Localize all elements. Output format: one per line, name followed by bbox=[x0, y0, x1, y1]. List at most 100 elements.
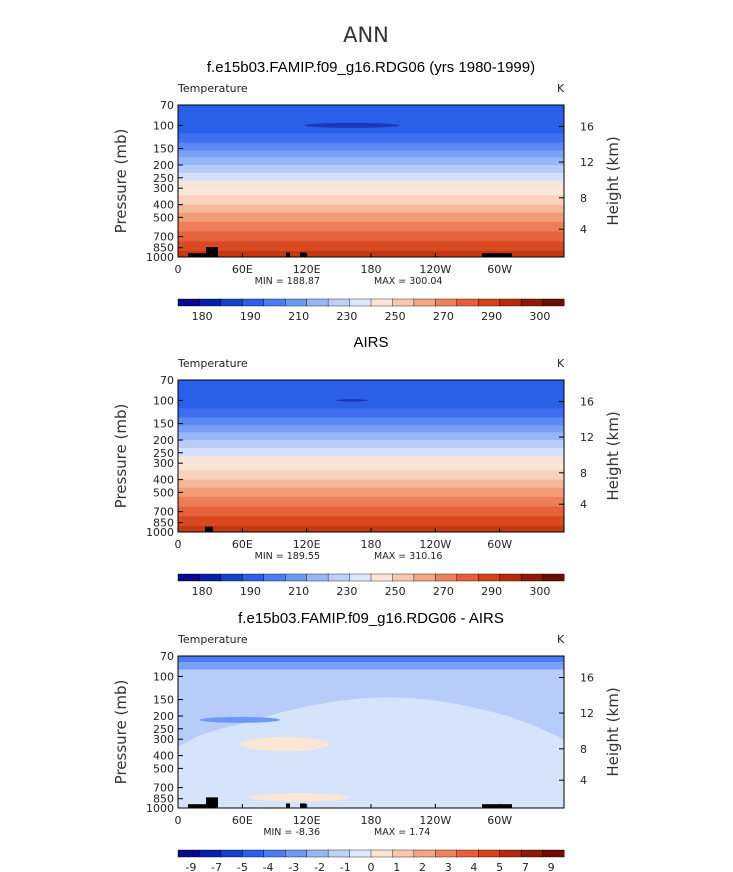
contour-band bbox=[178, 417, 564, 426]
contour-band bbox=[178, 463, 564, 471]
y-tick-label: 700 bbox=[153, 782, 174, 795]
y-tick-label: 70 bbox=[160, 99, 174, 112]
contour-band bbox=[178, 105, 564, 120]
colorbar-swatch bbox=[242, 298, 265, 307]
y-tick-label: 200 bbox=[153, 434, 174, 447]
variable-label: Temperature bbox=[177, 633, 248, 646]
colorbar-swatch bbox=[263, 849, 286, 858]
y-right-axis-title: Height (km) bbox=[604, 411, 622, 500]
x-tick-label: 0 bbox=[175, 538, 182, 551]
colorbar-label: 230 bbox=[336, 310, 357, 323]
colorbar-swatch bbox=[220, 298, 243, 307]
x-tick-label: 180 bbox=[361, 538, 382, 551]
y-right-tick-label: 12 bbox=[580, 156, 594, 169]
contour-band bbox=[178, 394, 564, 409]
colorbar-swatch bbox=[370, 573, 393, 582]
colorbar-swatch bbox=[306, 298, 329, 307]
colorbar-swatch bbox=[478, 298, 501, 307]
max-label: MAX = 300.04 bbox=[374, 276, 442, 287]
colorbar-swatch bbox=[327, 849, 351, 858]
y-tick-label: 200 bbox=[153, 159, 174, 172]
y-tick-label: 500 bbox=[153, 762, 174, 775]
colorbar-swatch bbox=[392, 573, 415, 582]
contour-band bbox=[240, 737, 330, 752]
colorbar-label: 190 bbox=[240, 310, 261, 323]
colorbar-swatch bbox=[499, 298, 522, 307]
y-axis-title: Pressure (mb) bbox=[112, 129, 130, 234]
contour-band bbox=[178, 440, 564, 449]
colorbar-swatch bbox=[435, 298, 458, 307]
y-tick-label: 70 bbox=[160, 650, 174, 663]
contour-band bbox=[178, 662, 564, 670]
contour-band bbox=[178, 212, 564, 223]
y-tick-label: 700 bbox=[153, 231, 174, 244]
colorbar-swatch bbox=[456, 573, 479, 582]
x-tick-label: 180 bbox=[361, 263, 382, 276]
y-tick-label: 70 bbox=[160, 374, 174, 387]
contour-band bbox=[178, 479, 564, 489]
y-tick-label: 1000 bbox=[146, 802, 174, 815]
topography bbox=[482, 253, 512, 257]
colorbar-swatch bbox=[542, 573, 565, 582]
y-tick-label: 400 bbox=[153, 199, 174, 212]
topography bbox=[300, 803, 306, 808]
colorbar-label: 1 bbox=[393, 861, 400, 872]
contour-band bbox=[178, 425, 564, 433]
y-axis-title: Pressure (mb) bbox=[112, 680, 130, 785]
y-tick-label: 1000 bbox=[146, 251, 174, 264]
x-tick-label: 0 bbox=[175, 814, 182, 827]
colorbar-swatch bbox=[285, 849, 308, 858]
colorbar-swatch bbox=[263, 298, 286, 307]
colorbar-swatch bbox=[177, 573, 200, 582]
colorbar-swatch bbox=[199, 573, 222, 582]
y-tick-label: 100 bbox=[153, 670, 174, 683]
contour-band bbox=[178, 487, 564, 498]
cold-contour bbox=[336, 399, 368, 402]
colorbar-swatch bbox=[177, 298, 200, 307]
colorbar-label: -9 bbox=[185, 861, 196, 872]
colorbar-label: 250 bbox=[385, 310, 406, 323]
x-tick-label: 180 bbox=[361, 814, 382, 827]
contour-band bbox=[178, 456, 564, 464]
contour-band bbox=[200, 716, 280, 723]
max-label: MAX = 310.16 bbox=[374, 551, 442, 562]
colorbar-swatch bbox=[520, 849, 544, 858]
contour-band bbox=[178, 150, 564, 158]
colorbar-swatch bbox=[263, 573, 286, 582]
max-label: MAX = 1.74 bbox=[374, 827, 430, 838]
colorbar-swatch bbox=[435, 573, 458, 582]
y-right-tick-label: 16 bbox=[580, 396, 594, 409]
x-tick-label: 120E bbox=[293, 263, 321, 276]
colorbar-label: -3 bbox=[288, 861, 299, 872]
panel-title: f.e15b03.FAMIP.f09_g16.RDG06 (yrs 1980-1… bbox=[207, 59, 535, 76]
contour-band bbox=[178, 447, 564, 457]
colorbar-label: 270 bbox=[433, 310, 454, 323]
colorbar-swatch bbox=[456, 298, 479, 307]
contour-band bbox=[178, 656, 564, 663]
min-label: MIN = 189.55 bbox=[255, 551, 320, 562]
topography bbox=[286, 252, 290, 257]
colorbar-swatch bbox=[242, 849, 265, 858]
colorbar-label: 250 bbox=[385, 585, 406, 598]
units-label: K bbox=[557, 82, 565, 95]
contour-band bbox=[178, 470, 564, 481]
contour-band bbox=[178, 165, 564, 174]
panel-title: AIRS bbox=[353, 334, 388, 351]
y-tick-label: 150 bbox=[153, 694, 174, 707]
x-tick-label: 60W bbox=[487, 538, 512, 551]
y-tick-label: 1000 bbox=[146, 526, 174, 539]
colorbar-swatch bbox=[370, 849, 393, 858]
colorbar-swatch bbox=[285, 573, 308, 582]
x-tick-label: 120W bbox=[419, 814, 451, 827]
colorbar-swatch bbox=[306, 573, 329, 582]
y-tick-label: 500 bbox=[153, 486, 174, 499]
y-tick-label: 850 bbox=[153, 242, 174, 255]
y-right-tick-label: 4 bbox=[580, 223, 587, 236]
y-tick-label: 250 bbox=[153, 447, 174, 460]
contour-band bbox=[178, 408, 564, 419]
topography bbox=[286, 803, 290, 808]
colorbar-swatch bbox=[177, 849, 200, 858]
x-tick-label: 60W bbox=[487, 263, 512, 276]
